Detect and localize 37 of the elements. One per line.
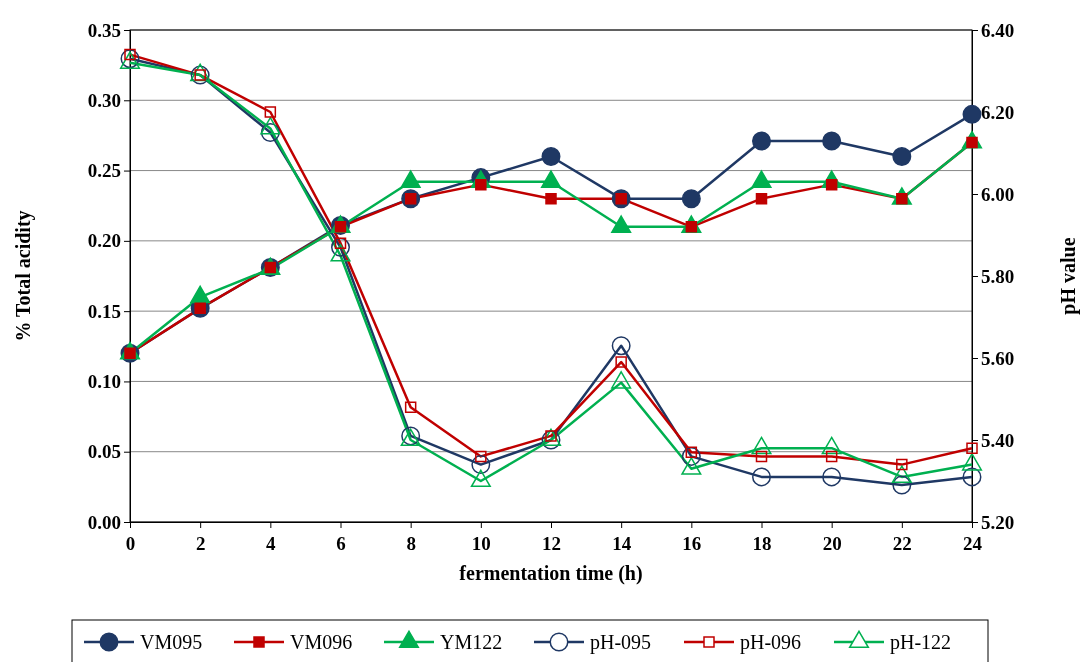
y-tick-label: 0.30 xyxy=(87,89,121,111)
x-tick-label: 20 xyxy=(822,533,842,554)
legend-label: VM096 xyxy=(290,631,353,653)
y-axis-title: % Total acidity xyxy=(12,210,35,342)
x-tick-label: 12 xyxy=(542,533,561,554)
x-tick-label: 14 xyxy=(612,533,632,554)
x-tick-label: 24 xyxy=(963,533,983,554)
y-tick-label: 0.35 xyxy=(87,19,121,41)
y-tick-label: 0.15 xyxy=(87,300,121,322)
y2-tick-label: 6.00 xyxy=(981,183,1015,205)
x-tick-label: 8 xyxy=(406,533,416,554)
x-tick-label: 18 xyxy=(752,533,772,554)
y2-tick-label: 5.60 xyxy=(981,347,1015,369)
x-tick-label: 4 xyxy=(266,533,277,554)
legend-label: pH-122 xyxy=(890,631,952,654)
y2-axis-title: pH value xyxy=(1057,237,1080,315)
x-axis-title: fermentation time (h) xyxy=(459,562,643,585)
legend-label: pH-096 xyxy=(740,631,802,654)
y2-tick-label: 6.40 xyxy=(981,19,1015,41)
y-tick-label: 0.10 xyxy=(87,371,121,393)
x-tick-label: 2 xyxy=(195,533,206,554)
y-tick-label: 0.05 xyxy=(87,441,121,463)
y2-tick-label: 5.20 xyxy=(981,511,1015,533)
legend-label: YM122 xyxy=(440,631,503,653)
legend-label: pH-095 xyxy=(590,631,652,654)
y2-tick-label: 5.80 xyxy=(981,265,1015,287)
x-tick-label: 6 xyxy=(336,533,346,554)
x-tick-label: 10 xyxy=(471,533,491,554)
y-tick-label: 0.00 xyxy=(87,511,121,533)
y-tick-label: 0.25 xyxy=(87,160,121,182)
x-tick-label: 22 xyxy=(892,533,912,554)
y2-tick-label: 5.40 xyxy=(981,429,1015,451)
y-tick-label: 0.20 xyxy=(87,230,121,252)
legend-label: VM095 xyxy=(140,631,203,653)
x-tick-label: 0 xyxy=(125,533,136,554)
x-tick-label: 16 xyxy=(682,533,702,554)
y2-tick-label: 6.20 xyxy=(981,101,1015,123)
